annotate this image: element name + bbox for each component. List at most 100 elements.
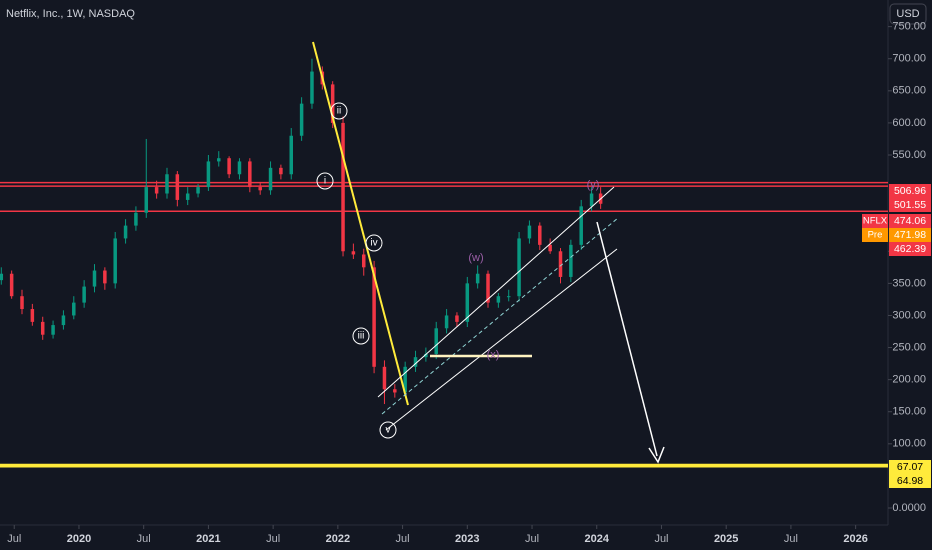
y-tick-label: 750.00 xyxy=(892,21,926,33)
price-tag: Pre xyxy=(868,230,883,241)
candle-body xyxy=(196,187,200,194)
price-label: 471.98 xyxy=(894,229,926,241)
projection-arrow xyxy=(596,221,658,457)
wave-circle xyxy=(379,421,397,439)
currency-button[interactable] xyxy=(889,3,927,25)
candle-body xyxy=(20,296,24,310)
wave-label: iv xyxy=(370,238,377,249)
candle-body xyxy=(527,225,532,239)
x-tick-label: Jul xyxy=(396,533,410,545)
channel-line xyxy=(385,248,618,431)
y-tick-label: 150.00 xyxy=(892,406,926,418)
wave-circle xyxy=(330,102,348,120)
price-label-box xyxy=(889,228,931,242)
price-label: 67.07 xyxy=(897,461,923,473)
y-tick-label: 550.00 xyxy=(892,149,926,161)
candle-body xyxy=(455,315,459,322)
candle-body xyxy=(444,315,449,329)
candle-body xyxy=(413,357,418,367)
candle-body xyxy=(289,135,294,175)
wave-label: v xyxy=(386,425,391,436)
candle-body xyxy=(558,251,563,277)
candle-body xyxy=(248,161,252,188)
candle-body xyxy=(72,302,76,316)
candle-body xyxy=(237,161,242,175)
price-label-box xyxy=(889,242,931,256)
y-tick-label: 100.00 xyxy=(892,438,926,450)
currency-label[interactable]: USD xyxy=(896,8,919,20)
wave-label: iii xyxy=(358,331,365,342)
candle-body xyxy=(341,122,345,252)
wave-circle xyxy=(365,234,383,252)
price-tag: NFLX xyxy=(863,216,888,227)
candle-body xyxy=(40,321,45,335)
x-tick-label: 2026 xyxy=(843,533,867,545)
candle-body xyxy=(154,187,159,194)
candle-body xyxy=(82,286,86,303)
x-tick-label: 2020 xyxy=(67,533,91,545)
price-label: 474.06 xyxy=(894,215,926,227)
candle-body xyxy=(538,225,542,245)
candle-body xyxy=(206,161,211,188)
candle-body xyxy=(51,325,55,335)
candle-body xyxy=(393,389,397,393)
x-tick-label: Jul xyxy=(7,533,21,545)
price-label-box xyxy=(889,460,931,474)
candle-body xyxy=(0,273,4,281)
candle-body xyxy=(424,353,428,358)
candle-body xyxy=(30,309,35,322)
y-tick-label: 300.00 xyxy=(892,309,926,321)
candle-body xyxy=(496,296,501,303)
wave-label: (x) xyxy=(487,349,500,361)
arrow-head xyxy=(648,446,665,464)
candle-body xyxy=(434,328,438,354)
candle-body xyxy=(113,238,117,284)
y-tick-label: 0.0000 xyxy=(892,502,926,514)
x-tick-label: 2021 xyxy=(196,533,220,545)
symbol-title: Netflix, Inc., 1W, NASDAQ xyxy=(6,8,135,20)
x-tick-label: Jul xyxy=(266,533,280,545)
x-tick-label: Jul xyxy=(525,533,539,545)
candle-body xyxy=(103,270,107,284)
candle-body xyxy=(9,273,14,297)
candle-body xyxy=(61,315,66,326)
candle-body xyxy=(351,251,356,255)
x-tick-label: 2025 xyxy=(714,533,738,545)
candle-body xyxy=(258,187,262,191)
candle-body xyxy=(569,244,573,277)
candle-body xyxy=(548,244,552,252)
y-tick-label: 350.00 xyxy=(892,277,926,289)
y-tick-label: 200.00 xyxy=(892,374,926,386)
candle-body xyxy=(217,158,221,162)
candle-body xyxy=(310,71,314,104)
trend-line xyxy=(312,41,409,406)
x-tick-label: Jul xyxy=(137,533,151,545)
candle-body xyxy=(185,193,190,200)
price-label: 462.39 xyxy=(894,243,926,255)
y-tick-label: 250.00 xyxy=(892,341,926,353)
wave-label: i xyxy=(324,176,326,187)
candle-body xyxy=(372,267,376,367)
wave-label: (w) xyxy=(468,252,483,264)
price-tag-box xyxy=(862,228,888,242)
x-tick-label: 2024 xyxy=(585,533,610,545)
candle-body xyxy=(475,273,480,284)
price-label-box xyxy=(889,198,931,212)
candle-body xyxy=(330,84,335,123)
candle-body xyxy=(92,270,97,287)
candle-body xyxy=(299,103,304,136)
candle-body xyxy=(506,296,511,298)
x-tick-label: 2023 xyxy=(455,533,479,545)
y-tick-label: 650.00 xyxy=(892,85,926,97)
candle-body xyxy=(144,187,149,213)
y-tick-label: 700.00 xyxy=(892,53,926,65)
candle-body xyxy=(517,238,521,297)
x-tick-label: 2022 xyxy=(326,533,350,545)
x-tick-label: Jul xyxy=(654,533,668,545)
channel-line xyxy=(377,186,615,398)
candle-body xyxy=(175,174,180,200)
candle-body xyxy=(268,167,273,191)
